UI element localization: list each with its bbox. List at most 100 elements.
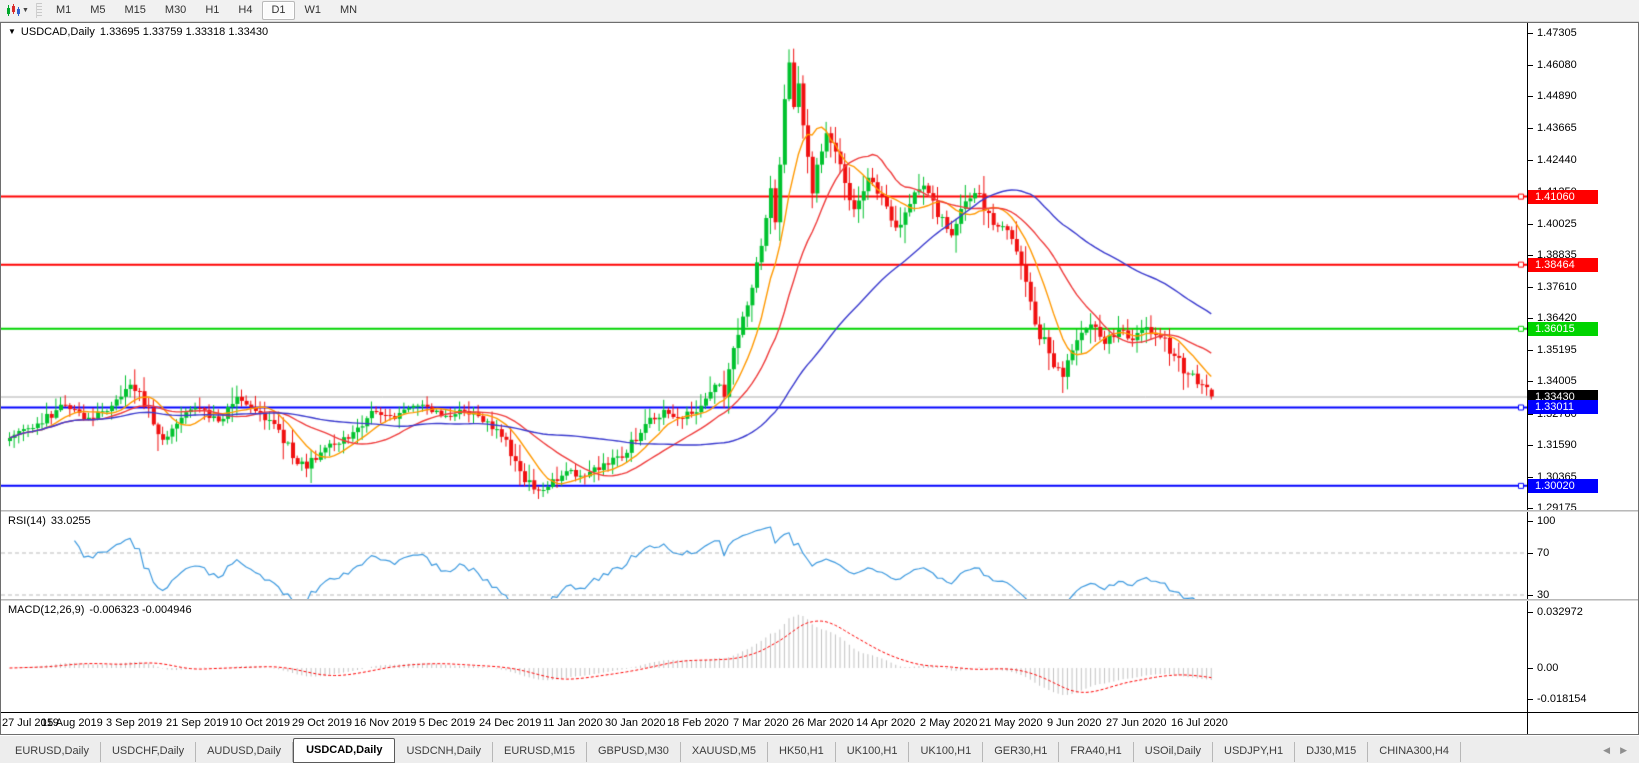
chart-symbol-label: USDCAD,Daily bbox=[20, 26, 95, 38]
toolbar-grip[interactable] bbox=[35, 3, 42, 18]
chart-tab-usoil-daily[interactable]: USOil,Daily bbox=[1134, 742, 1214, 762]
timeframe-button-m1[interactable]: M1 bbox=[55, 4, 72, 16]
timeframe-button-h1[interactable]: H1 bbox=[205, 4, 220, 16]
rsi-tick-label: 100 bbox=[1537, 515, 1556, 527]
timeframe-toolbar: ▼ M1 M5 M15 M30 H1 H4 D1 W1 MN bbox=[0, 0, 1639, 22]
chart-tab-china300-h4[interactable]: CHINA300,H4 bbox=[1368, 742, 1461, 762]
rsi-value: 33.0255 bbox=[50, 515, 91, 527]
chart-tab-eurusd-m15[interactable]: EURUSD,M15 bbox=[493, 742, 587, 762]
date-tick-label: 26 Mar 2020 bbox=[792, 717, 854, 729]
rsi-canvas[interactable] bbox=[1, 512, 1527, 599]
price-tick-mark bbox=[1528, 287, 1533, 288]
chart-tab-uk100-h1[interactable]: UK100,H1 bbox=[836, 742, 910, 762]
date-tick-label: 16 Jul 2020 bbox=[1171, 717, 1228, 729]
macd-title: MACD(12,26,9) -0.006323 -0.004946 bbox=[8, 604, 192, 616]
chart-tab-dj30-m15[interactable]: DJ30,M15 bbox=[1295, 742, 1369, 762]
price-scale[interactable]: 1.473051.460801.448901.436651.424401.412… bbox=[1527, 23, 1638, 510]
date-axis[interactable]: 27 Jul 2019 15 Aug 2019 3 Sep 2019 21 Sep 2… bbox=[1, 713, 1527, 734]
chart-tab-gbpusd-m30[interactable]: GBPUSD,M30 bbox=[587, 742, 681, 762]
chart-tab-audusd-daily[interactable]: AUDUSD,Daily bbox=[196, 742, 294, 762]
macd-scale[interactable]: 0.032972 0.00 -0.018154 bbox=[1527, 601, 1638, 712]
price-tick-mark bbox=[1528, 508, 1533, 509]
rsi-name: RSI(14) bbox=[8, 515, 46, 527]
panel-splitter[interactable] bbox=[1, 599, 1638, 601]
rsi-tick-mark bbox=[1528, 553, 1533, 554]
date-tick-label: 27 Jul 2019 bbox=[2, 717, 59, 729]
price-tick-label: 1.35195 bbox=[1537, 344, 1577, 356]
timeframe-button-mn[interactable]: MN bbox=[340, 4, 358, 16]
price-level-label: 1.41060 bbox=[1528, 190, 1598, 204]
price-tick-label: 1.37610 bbox=[1537, 281, 1577, 293]
price-tick-label: 1.47305 bbox=[1537, 27, 1577, 39]
chart-tab-ger30-h1[interactable]: GER30,H1 bbox=[983, 742, 1060, 762]
timeframe-button-m5[interactable]: M5 bbox=[90, 4, 106, 16]
rsi-tick-label: 70 bbox=[1537, 547, 1550, 559]
macd-tick-mark bbox=[1528, 699, 1533, 700]
price-tick-mark bbox=[1528, 160, 1533, 161]
date-tick-label: 29 Oct 2019 bbox=[292, 717, 352, 729]
price-tick-label: 1.31590 bbox=[1537, 439, 1577, 451]
macd-tick-mark bbox=[1528, 612, 1533, 613]
timeframe-button-h4[interactable]: H4 bbox=[238, 4, 253, 16]
price-tick-mark bbox=[1528, 477, 1533, 478]
date-tick-label: 2 May 2020 bbox=[920, 717, 978, 729]
macd-tick-label: 0.032972 bbox=[1537, 606, 1583, 618]
price-level-label: 1.33011 bbox=[1528, 400, 1598, 414]
macd-canvas[interactable] bbox=[1, 601, 1527, 712]
macd-tick-mark bbox=[1528, 668, 1533, 669]
candlestick-chart-icon bbox=[7, 4, 20, 16]
date-tick-label: 16 Nov 2019 bbox=[354, 717, 417, 729]
candlestick-canvas[interactable] bbox=[1, 23, 1527, 510]
chart-tab-usdcnh-daily[interactable]: USDCNH,Daily bbox=[395, 742, 494, 762]
rsi-title: RSI(14) 33.0255 bbox=[8, 515, 91, 527]
date-tick-label: 5 Dec 2019 bbox=[419, 717, 476, 729]
date-tick-label: 3 Sep 2019 bbox=[106, 717, 163, 729]
timeframe-button-m30[interactable]: M30 bbox=[164, 4, 187, 16]
macd-plot[interactable]: MACD(12,26,9) -0.006323 -0.004946 bbox=[1, 601, 1527, 712]
date-tick-label: 11 Jan 2020 bbox=[543, 717, 603, 729]
chart-tab-eurusd-daily[interactable]: EURUSD,Daily bbox=[4, 742, 101, 762]
price-tick-mark bbox=[1528, 414, 1533, 415]
price-tick-label: 1.29175 bbox=[1537, 502, 1577, 510]
macd-tick-label: -0.018154 bbox=[1537, 693, 1587, 705]
price-tick-mark bbox=[1528, 65, 1533, 66]
price-tick-mark bbox=[1528, 224, 1533, 225]
panel-splitter[interactable] bbox=[1, 510, 1638, 512]
scroll-right-icon[interactable]: ▶ bbox=[1620, 745, 1627, 755]
tab-scroll-arrows: ◀ ▶ bbox=[1603, 745, 1635, 763]
macd-name: MACD(12,26,9) bbox=[8, 604, 85, 616]
chart-tab-usdchf-daily[interactable]: USDCHF,Daily bbox=[101, 742, 197, 762]
price-level-label: 1.38464 bbox=[1528, 258, 1598, 272]
price-tick-label: 1.46080 bbox=[1537, 59, 1577, 71]
macd-values: -0.006323 -0.004946 bbox=[89, 604, 192, 616]
price-tick-label: 1.42440 bbox=[1537, 154, 1577, 166]
chart-tab-usdjpy-h1[interactable]: USDJPY,H1 bbox=[1213, 742, 1296, 762]
price-tick-label: 1.40025 bbox=[1537, 218, 1577, 230]
timeframe-button-m15[interactable]: M15 bbox=[124, 4, 146, 16]
date-tick-label: 24 Dec 2019 bbox=[479, 717, 542, 729]
price-tick-label: 1.43665 bbox=[1537, 122, 1577, 134]
timeframe-button-w1[interactable]: W1 bbox=[304, 4, 322, 16]
date-axis-corner bbox=[1527, 713, 1638, 734]
main-chart-plot[interactable]: ▼ USDCAD,Daily 1.33695 1.33759 1.33318 1… bbox=[1, 23, 1527, 510]
rsi-tick-mark bbox=[1528, 521, 1533, 522]
date-tick-label: 15 Aug 2019 bbox=[41, 717, 103, 729]
date-tick-label: 7 Mar 2020 bbox=[733, 717, 789, 729]
timeframe-button-d1[interactable]: D1 bbox=[262, 1, 295, 20]
rsi-scale[interactable]: 100 70 30 bbox=[1527, 512, 1638, 599]
price-tick-label: 1.44890 bbox=[1537, 90, 1577, 102]
chart-tab-usdcad-daily[interactable]: USDCAD,Daily bbox=[293, 738, 396, 763]
rsi-plot[interactable]: RSI(14) 33.0255 bbox=[1, 512, 1527, 599]
date-tick-label: 10 Oct 2019 bbox=[230, 717, 290, 729]
scroll-left-icon[interactable]: ◀ bbox=[1603, 745, 1611, 755]
chart-tab-uk100-h1[interactable]: UK100,H1 bbox=[909, 742, 984, 762]
price-level-label: 1.36015 bbox=[1528, 322, 1598, 336]
chart-title: ▼ USDCAD,Daily 1.33695 1.33759 1.33318 1… bbox=[8, 26, 268, 38]
chart-tab-fra40-h1[interactable]: FRA40,H1 bbox=[1059, 742, 1134, 762]
collapse-chart-icon[interactable]: ▼ bbox=[8, 27, 16, 36]
price-tick-mark bbox=[1528, 445, 1533, 446]
chart-tab-xauusd-m5[interactable]: XAUUSD,M5 bbox=[681, 742, 769, 762]
rsi-tick-mark bbox=[1528, 595, 1533, 596]
chart-type-button[interactable]: ▼ bbox=[3, 3, 32, 18]
chart-tab-hk50-h1[interactable]: HK50,H1 bbox=[768, 742, 836, 762]
